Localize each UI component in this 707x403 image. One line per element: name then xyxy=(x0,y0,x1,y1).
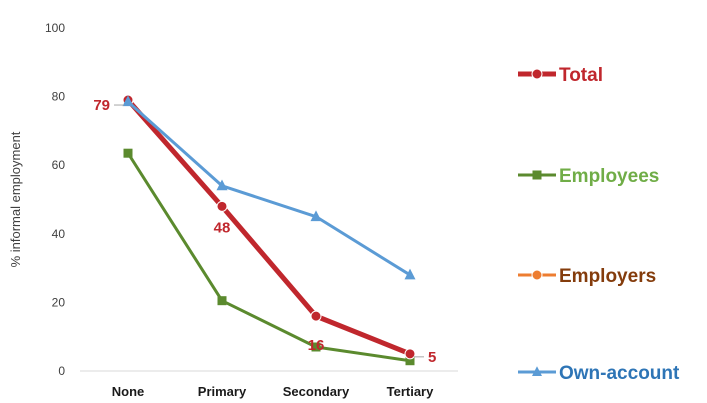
legend-item-employers: Employers xyxy=(518,266,656,287)
legend-label: Employers xyxy=(559,266,656,287)
data-point-own-account xyxy=(216,179,228,191)
series-own-account xyxy=(122,95,416,280)
data-point-employees xyxy=(311,342,321,352)
y-tick-label: 40 xyxy=(52,227,66,241)
legend-marker xyxy=(531,269,543,281)
data-point-total xyxy=(310,310,322,322)
legend-marker xyxy=(531,68,543,80)
data-label-total: 5 xyxy=(428,349,436,366)
x-axis: None Primary Secondary Tertiary xyxy=(80,370,458,399)
y-axis-title: % informal employment xyxy=(8,131,23,267)
y-tick-label: 100 xyxy=(45,21,65,35)
data-point-employees xyxy=(217,296,227,306)
series-employees xyxy=(123,148,415,366)
series-line-total xyxy=(125,97,413,357)
y-tick-label: 60 xyxy=(52,158,66,172)
legend: Total Employees Employers Own-account xyxy=(518,65,680,384)
data-point-total xyxy=(216,200,228,212)
data-point-own-account xyxy=(404,268,416,280)
data-point-own-account xyxy=(310,210,322,222)
series-layer xyxy=(122,94,416,366)
data-label-total: 16 xyxy=(308,337,325,354)
legend-item-total: Total xyxy=(518,65,603,86)
data-point-total xyxy=(404,348,416,360)
series-line-employees xyxy=(126,151,412,363)
legend-label: Own-account xyxy=(559,363,680,384)
legend-label: Employees xyxy=(559,166,659,187)
legend-item-own-account: Own-account xyxy=(518,363,680,384)
data-label-total: 79 xyxy=(93,97,110,114)
series-total xyxy=(122,94,416,360)
y-tick-label: 20 xyxy=(52,295,66,309)
legend-item-employees: Employees xyxy=(518,166,659,187)
data-point-employees xyxy=(123,148,133,158)
x-tick-label: Secondary xyxy=(283,384,350,399)
series-line-own-account xyxy=(126,100,412,277)
data-labels: 79 48 16 5 xyxy=(93,97,436,366)
data-label-total: 48 xyxy=(214,219,231,236)
y-tick-label: 80 xyxy=(52,90,66,104)
legend-label: Total xyxy=(559,65,603,86)
x-tick-label: None xyxy=(112,384,145,399)
y-tick-label: 0 xyxy=(58,364,65,378)
x-tick-label: Tertiary xyxy=(387,384,434,399)
data-point-employees xyxy=(405,356,415,366)
data-point-own-account xyxy=(122,95,134,107)
y-axis: 0 20 40 60 80 100 xyxy=(45,21,65,378)
legend-marker xyxy=(532,170,542,180)
x-tick-label: Primary xyxy=(198,384,247,399)
legend-marker xyxy=(532,366,542,377)
